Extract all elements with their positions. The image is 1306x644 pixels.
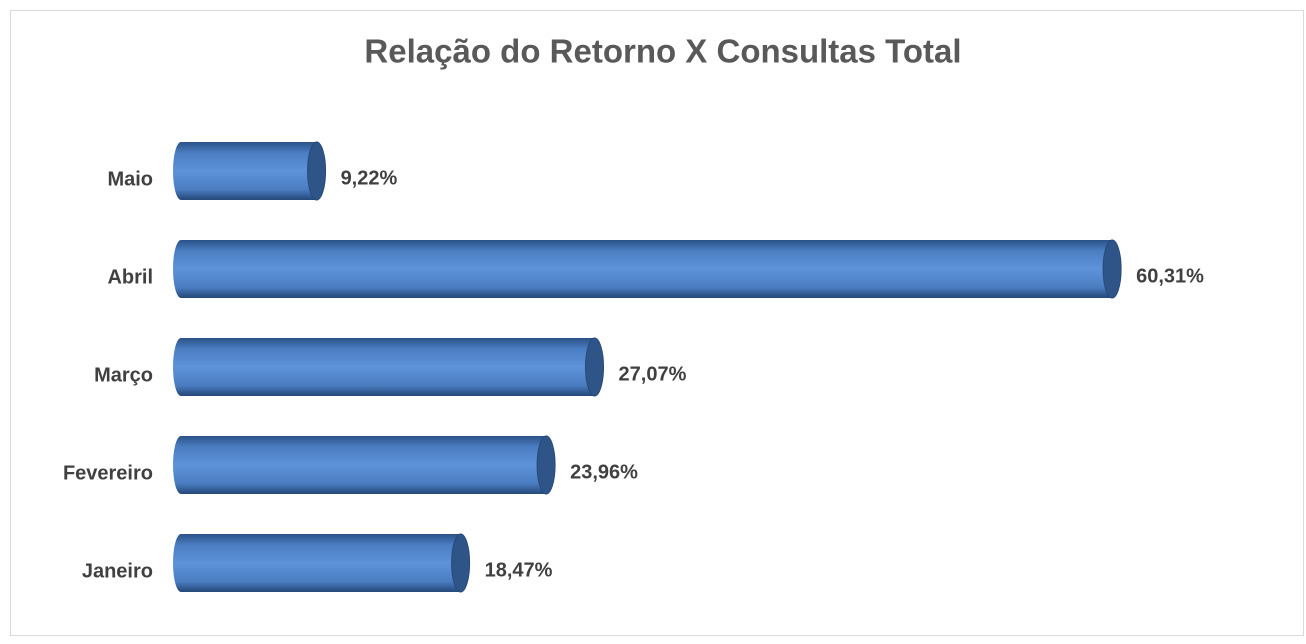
bar-group: [173, 337, 605, 397]
bar-group: [173, 141, 327, 201]
y-tick-label: Fevereiro: [63, 462, 153, 484]
bar-cap-end: [451, 533, 471, 593]
data-label: 27,07%: [619, 363, 687, 385]
bar: [181, 534, 461, 592]
bar-group: [173, 239, 1122, 299]
data-label: 18,47%: [485, 559, 553, 581]
bar: [181, 338, 595, 396]
bar-cap-end: [536, 435, 556, 495]
bar: [181, 142, 317, 200]
bar-group: [173, 435, 556, 495]
y-tick-label: Maio: [107, 168, 153, 190]
data-label: 23,96%: [570, 461, 638, 483]
chart-title: Relação do Retorno X Consultas Total: [364, 33, 961, 70]
bar-cap-end: [585, 337, 605, 397]
y-tick-label: Março: [94, 364, 153, 386]
data-label: 60,31%: [1136, 265, 1204, 287]
bar: [181, 436, 547, 494]
bar-group: [173, 533, 471, 593]
y-tick-label: Janeiro: [82, 560, 153, 582]
bar: [181, 240, 1113, 298]
bar-cap-end: [307, 141, 327, 201]
y-tick-label: Abril: [107, 266, 153, 288]
data-label: 9,22%: [341, 167, 398, 189]
chart-border: [10, 10, 1304, 636]
bar-cap-end: [1102, 239, 1122, 299]
